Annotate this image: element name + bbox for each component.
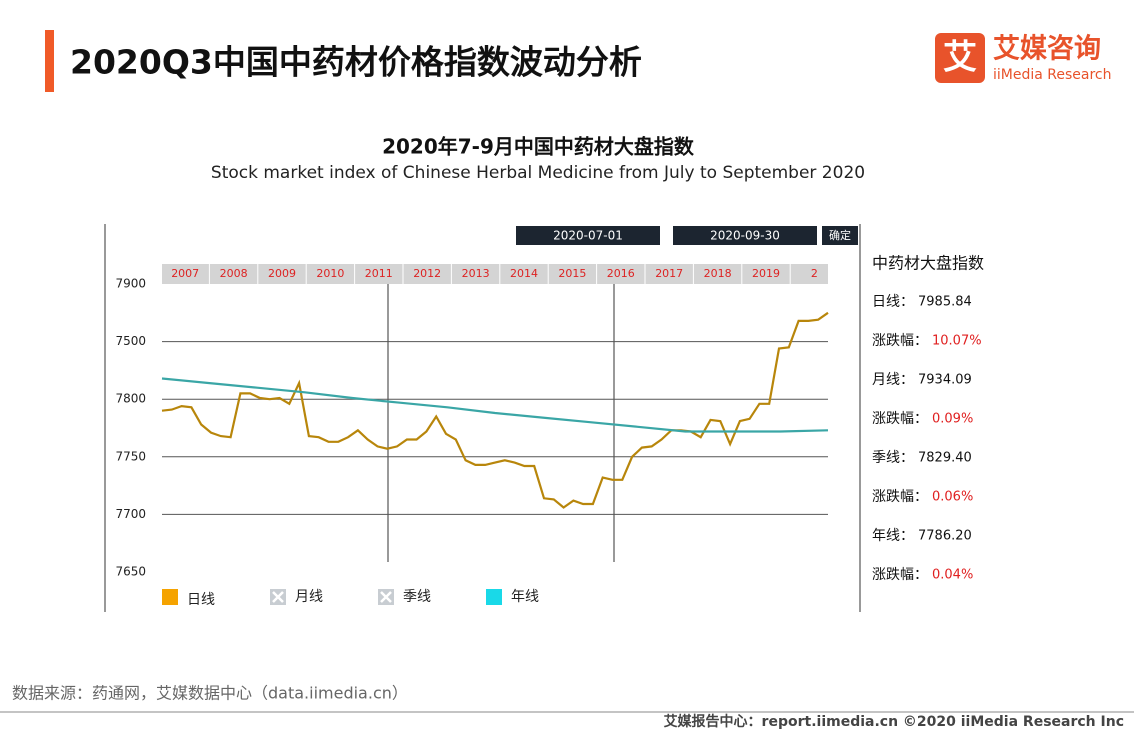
panel-title: 中药材大盘指数 <box>872 254 984 273</box>
legend-icon-cross <box>380 591 392 603</box>
legend-swatch <box>486 589 502 605</box>
page-title: 2020Q3中国中药材价格指数波动分析 <box>70 43 642 82</box>
legend-swatch <box>162 589 178 605</box>
y-tick-label: 7700 <box>115 507 146 521</box>
date-input[interactable] <box>516 226 660 245</box>
panel-value: 7934.09 <box>918 373 972 388</box>
timeline-bar <box>162 264 828 284</box>
logo-cn: 艾媒咨询 <box>993 33 1101 65</box>
panel-label: 季线： <box>872 450 914 466</box>
panel-value: 7829.40 <box>918 451 972 466</box>
confirm-button[interactable] <box>822 226 858 245</box>
credit: 艾媒报告中心：report.iimedia.cn ©2020 iiMedia R… <box>664 713 1124 730</box>
panel-value: 0.09% <box>932 412 973 427</box>
y-tick-label: 7650 <box>115 565 146 579</box>
logo-box <box>935 33 985 83</box>
y-tick-label: 7900 <box>115 277 146 291</box>
source: 数据来源：药通网，艾媒数据中心（data.iimedia.cn） <box>12 684 408 703</box>
timeline-year: 2018 <box>704 267 732 280</box>
timeline-year: 2019 <box>752 267 780 280</box>
date-start: 2020-07-01 <box>553 229 623 243</box>
panel-value: 7786.20 <box>918 529 972 544</box>
panel-value: 0.04% <box>932 568 973 583</box>
y-tick-label: 7800 <box>115 392 146 406</box>
legend-label: 月线 <box>295 589 323 605</box>
confirm-label: 确定 <box>829 228 851 242</box>
legend-label: 年线 <box>511 589 539 605</box>
panel-label: 涨跌幅： <box>872 489 928 505</box>
panel-label: 年线： <box>872 528 914 544</box>
timeline-year: 2015 <box>558 267 586 280</box>
panel-label: 涨跌幅： <box>872 567 928 583</box>
series-line <box>161 377 829 433</box>
date-end: 2020-09-30 <box>710 229 780 243</box>
timeline-year: 2008 <box>220 267 248 280</box>
title-bar <box>45 30 54 92</box>
panel-value: 0.06% <box>932 490 973 505</box>
timeline-year: 2009 <box>268 267 296 280</box>
timeline-year: 2011 <box>365 267 393 280</box>
y-tick-label: 7500 <box>115 334 146 348</box>
date-input[interactable] <box>673 226 817 245</box>
panel-label: 涨跌幅： <box>872 411 928 427</box>
timeline-year: 2007 <box>171 267 199 280</box>
legend-icon-cross <box>272 591 284 603</box>
y-tick-label: 7750 <box>115 449 146 463</box>
timeline-year: 2014 <box>510 267 538 280</box>
series-line <box>161 311 829 509</box>
panel-value: 10.07% <box>932 334 982 349</box>
timeline-year: 2 <box>811 267 818 280</box>
timeline-year: 2013 <box>462 267 490 280</box>
chart-subtitle: Stock market index of Chinese Herbal Med… <box>211 163 865 183</box>
logo-mark: 艾 <box>943 38 977 78</box>
timeline-year: 2017 <box>655 267 683 280</box>
legend-label: 季线 <box>403 589 431 605</box>
logo-en: iiMedia Research <box>993 67 1112 83</box>
legend-label: 日线 <box>187 592 215 608</box>
chart-title: 2020年7-9月中国中药材大盘指数 <box>382 135 695 159</box>
timeline-year: 2012 <box>413 267 441 280</box>
timeline-year: 2016 <box>607 267 635 280</box>
panel-label: 日线： <box>872 294 914 310</box>
panel-label: 月线： <box>872 372 914 388</box>
timeline-year: 2010 <box>316 267 344 280</box>
panel-label: 涨跌幅： <box>872 333 928 349</box>
panel-value: 7985.84 <box>918 295 972 310</box>
